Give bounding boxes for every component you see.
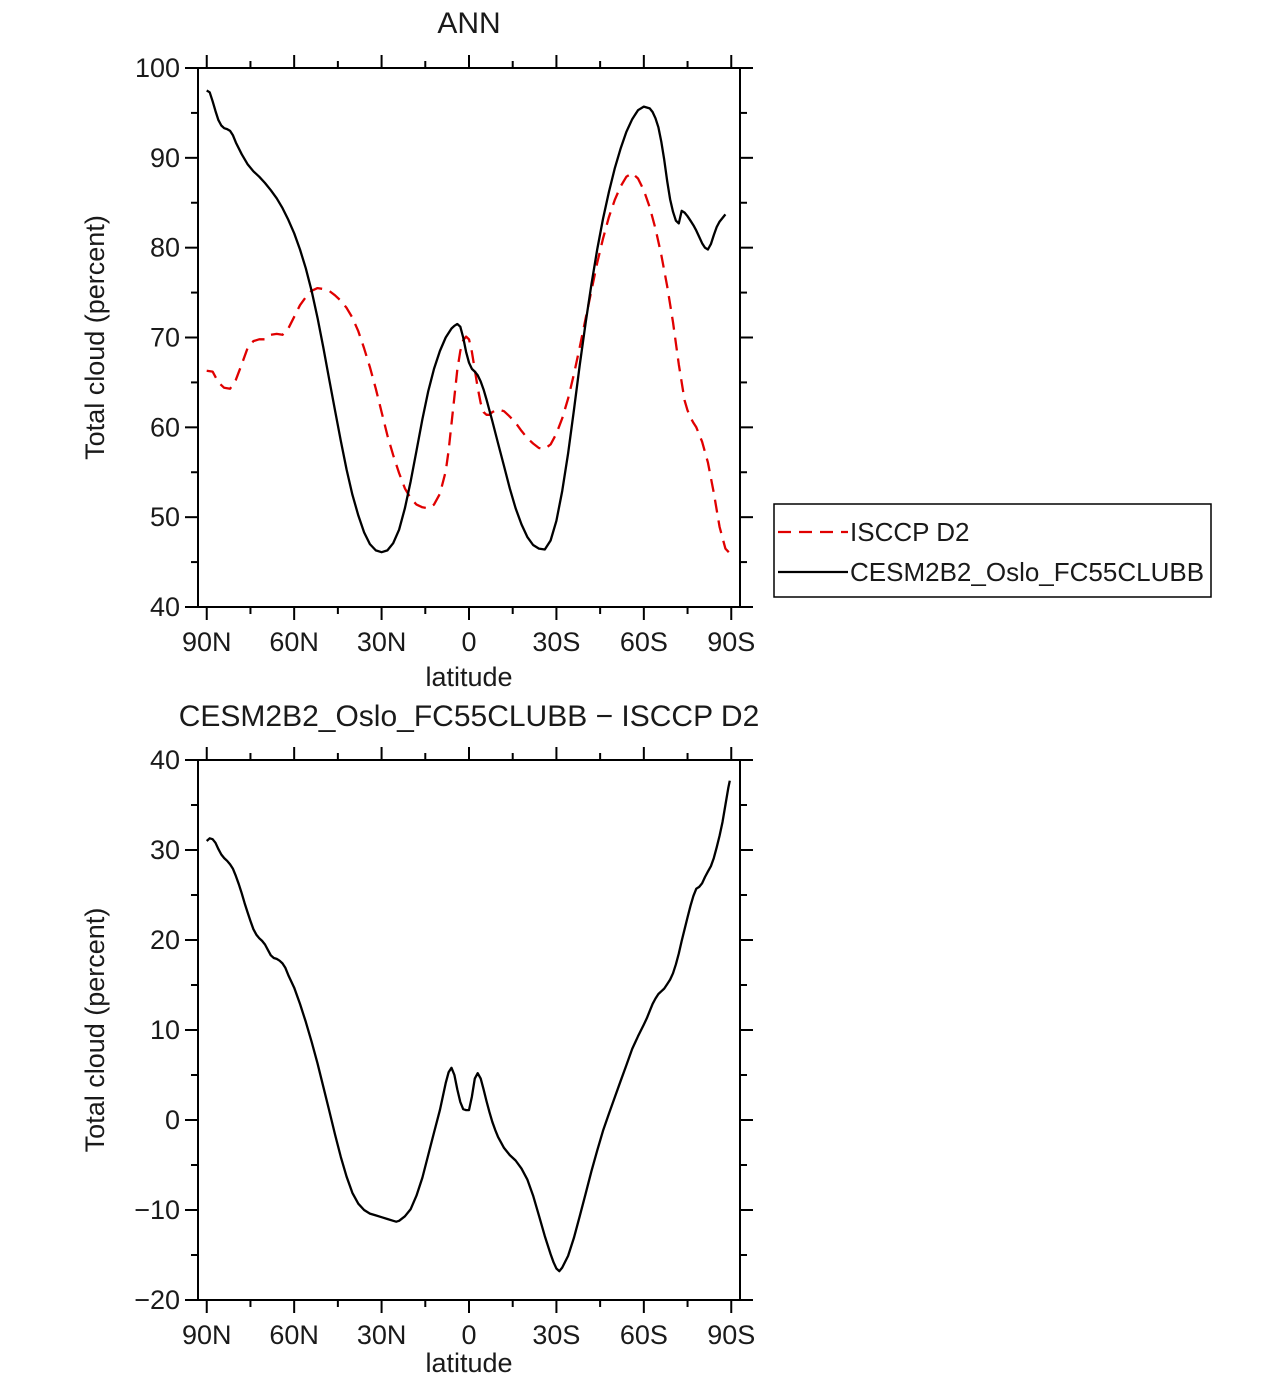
- y-tick-label: 30: [150, 835, 180, 865]
- x-tick-label: 30N: [357, 1320, 407, 1350]
- series-line-1: [206, 89, 727, 554]
- y-tick-label: 90: [150, 143, 180, 173]
- x-axis-label: latitude: [425, 1348, 512, 1378]
- series-line-0: [206, 171, 733, 556]
- x-tick-label: 60N: [269, 627, 319, 657]
- x-tick-label: 30S: [532, 627, 580, 657]
- plot-frame: [197, 759, 741, 1301]
- y-tick-label: 70: [150, 323, 180, 353]
- y-axis-label: Total cloud (percent): [80, 215, 110, 460]
- x-tick-label: 90N: [182, 627, 232, 657]
- x-tick-label: 60S: [620, 1320, 668, 1350]
- y-tick-label: −10: [134, 1195, 180, 1225]
- y-tick-label: 80: [150, 233, 180, 263]
- y-tick-label: 10: [150, 1015, 180, 1045]
- bottom-chart-difference: 90N 60N 30N 0 30S 60S 90S −20 −10 0 10 20 30 40 CESM2B…: [80, 700, 760, 1378]
- x-tick-label: 90S: [707, 627, 755, 657]
- x-axis-label: latitude: [425, 662, 512, 692]
- x-tick-label: 0: [461, 1320, 476, 1350]
- x-tick-label: 60N: [269, 1320, 319, 1350]
- x-tick-label: 0: [461, 627, 476, 657]
- y-tick-label: 0: [165, 1105, 180, 1135]
- x-tick-label: 60S: [620, 627, 668, 657]
- chart-title: ANN: [437, 7, 500, 40]
- y-tick-label: 40: [150, 745, 180, 775]
- y-tick-label: 100: [135, 53, 180, 83]
- y-tick-label: 60: [150, 412, 180, 442]
- x-tick-label: 90S: [707, 1320, 755, 1350]
- legend-entry-label-1: CESM2B2_Oslo_FC55CLUBB: [850, 557, 1204, 587]
- legend-entry-label-0: ISCCP D2: [850, 517, 969, 547]
- x-tick-label: 30S: [532, 1320, 580, 1350]
- top-chart-ann: 90N 60N 30N 0 30S 60S 90S 40 50 60 70 80 90 100 ANN lat…: [80, 7, 1212, 692]
- x-tick-label: 90N: [182, 1320, 232, 1350]
- y-tick-label: 40: [150, 592, 180, 622]
- y-axis-label: Total cloud (percent): [80, 908, 110, 1153]
- y-tick-label: 20: [150, 925, 180, 955]
- y-tick-label: 50: [150, 502, 180, 532]
- x-tick-label: 30N: [357, 627, 407, 657]
- chart-title: CESM2B2_Oslo_FC55CLUBB − ISCCP D2: [179, 700, 760, 733]
- y-tick-label: −20: [134, 1285, 180, 1315]
- series-line-0: [205, 780, 731, 1273]
- legend-box: [773, 503, 1212, 598]
- plot-frame: [197, 67, 741, 608]
